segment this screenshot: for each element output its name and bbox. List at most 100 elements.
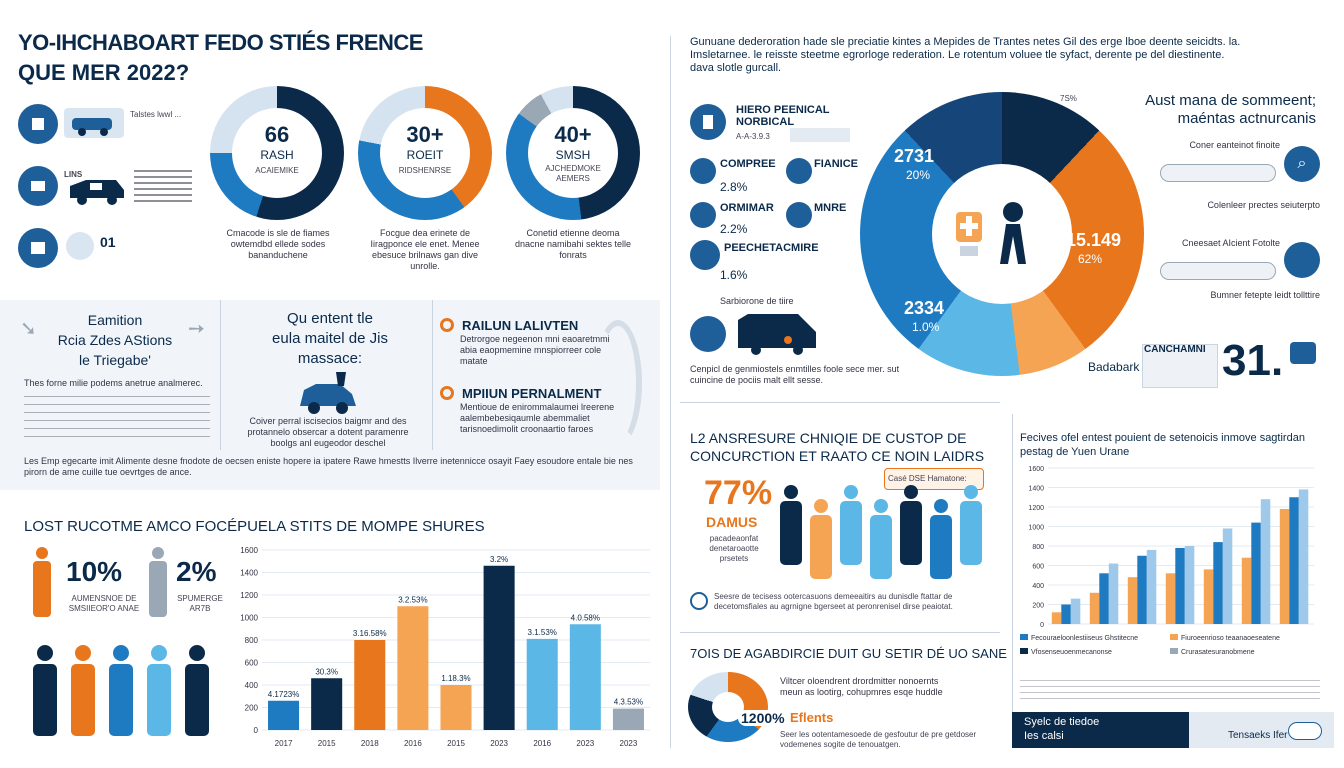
x-tick-label: 2015 bbox=[447, 739, 465, 748]
list-title: MNRE bbox=[814, 202, 847, 214]
y-tick-label: 400 bbox=[245, 681, 259, 690]
band-center-title: massace: bbox=[297, 350, 363, 367]
y-tick-label: 1200 bbox=[240, 591, 258, 600]
note-text: Seesre de tecisess ootercasuons demeeait… bbox=[714, 592, 953, 611]
y-tick-label: 200 bbox=[1032, 603, 1044, 610]
bottom-caption: Seer les ootentamesoede de gesfoutur de … bbox=[780, 730, 977, 749]
divider bbox=[670, 36, 671, 748]
bar-value-label: 4.3.53% bbox=[614, 698, 643, 707]
circle-icon bbox=[690, 202, 716, 228]
section-title: 7OIS DE AGABDIRCIE DUIT GU SETIR DÉ UO S… bbox=[690, 646, 1007, 661]
band-footer: Les Emp egecarte imit Alimente desne fno… bbox=[24, 456, 633, 477]
donut-caption: Cmacode is sle de fiames owtemdbd ellede… bbox=[226, 228, 330, 260]
person-icon bbox=[30, 546, 54, 625]
circle-icon bbox=[786, 202, 812, 228]
list-title: ORMIMAR bbox=[720, 202, 774, 214]
bar-value-label: 1.18.3% bbox=[441, 674, 470, 683]
section-title: LOST RUCOTME AMCO FOCÉPUELA STITS DE MOM… bbox=[24, 518, 485, 535]
band-left-para: Thes forne milie podems anetrue analmere… bbox=[24, 378, 203, 388]
person-icon bbox=[960, 485, 982, 565]
bar bbox=[1127, 577, 1138, 624]
icon-label: LINS bbox=[64, 170, 83, 179]
list-value: 2.8% bbox=[720, 180, 748, 194]
person-icon bbox=[147, 645, 171, 736]
section-title: CONCURCTION ET RAATO CE NOIN LAIDRS bbox=[690, 448, 985, 464]
person-icon bbox=[185, 645, 209, 736]
x-tick-label: 2018 bbox=[361, 739, 379, 748]
pie-right-item: Colenleer prectes seiuterpto bbox=[1207, 200, 1320, 210]
bar bbox=[483, 565, 515, 730]
band-item-title: MPIIUN PERNALMENT bbox=[462, 386, 602, 401]
footer-text: Ies calsi bbox=[1024, 730, 1064, 742]
band-item-title: RAILUN LALIVTEN bbox=[462, 318, 579, 333]
y-tick-label: 1000 bbox=[240, 614, 258, 623]
bar bbox=[1108, 563, 1119, 624]
band-left-title: Eamition bbox=[87, 312, 143, 328]
circle-icon bbox=[690, 240, 720, 270]
circle-icon bbox=[690, 158, 716, 184]
bar-value-label: 3.16.58% bbox=[353, 629, 387, 638]
van-image bbox=[736, 310, 820, 356]
icon-label: 01 bbox=[100, 234, 116, 250]
page-subtitle: QUE MER 2022? bbox=[18, 60, 190, 85]
pie-bottom-word: Badabark bbox=[1088, 360, 1140, 374]
pie-center bbox=[932, 164, 1072, 304]
legend-swatch bbox=[1020, 648, 1028, 654]
bar-value-label: 3.1.53% bbox=[528, 628, 557, 637]
gear-icon bbox=[440, 318, 454, 332]
bar bbox=[1298, 489, 1309, 624]
big-caption: CANCHAMNI bbox=[1144, 344, 1206, 355]
bar bbox=[1279, 508, 1290, 624]
band-item-text: Mentioue de enirommalaumei lreerene aale… bbox=[460, 402, 615, 434]
legend-swatch bbox=[1170, 648, 1178, 654]
y-tick-label: 800 bbox=[245, 636, 259, 645]
y-tick-label: 1600 bbox=[1028, 466, 1044, 473]
pie-right-title: Aust mana de sommeent; maéntas actnurcan… bbox=[1145, 92, 1316, 127]
person-circle-icon bbox=[690, 316, 726, 352]
person-icon bbox=[900, 485, 922, 565]
bar bbox=[1089, 592, 1100, 624]
band-center-caption: Coiver perral iscisecios baigmr and des … bbox=[247, 416, 409, 448]
y-tick-label: 0 bbox=[254, 726, 259, 735]
car-image bbox=[64, 108, 124, 138]
bar bbox=[569, 624, 601, 730]
bar bbox=[1175, 547, 1185, 624]
donut-caption: Focgue dea erinete de Iiragponce ele ene… bbox=[370, 228, 480, 271]
person-icon bbox=[71, 645, 95, 736]
bar bbox=[1241, 557, 1252, 624]
person-icon bbox=[810, 499, 832, 579]
info-box bbox=[1142, 344, 1218, 388]
pie-icon bbox=[66, 232, 94, 260]
stat-value: 10% bbox=[66, 556, 123, 587]
footer-brand: Tensaeks Ifer bbox=[1228, 730, 1288, 741]
donut-label: SMSH bbox=[555, 148, 591, 162]
bottom-highlight: Eflents bbox=[790, 710, 834, 725]
building-icon bbox=[690, 104, 726, 140]
bar bbox=[1061, 604, 1071, 624]
band-center-title: eula maitel de Jis bbox=[272, 330, 388, 347]
bar bbox=[1213, 542, 1223, 624]
gear-icon bbox=[440, 386, 454, 400]
pill-bar bbox=[1160, 262, 1276, 280]
arrow-down-icon: ➙ bbox=[188, 318, 205, 340]
arc-decoration bbox=[594, 320, 642, 446]
y-tick-label: 1600 bbox=[240, 546, 258, 555]
icon-label: Talstes lwwl ... bbox=[130, 110, 182, 119]
pie-top-label: 7S% bbox=[1060, 94, 1077, 103]
donut-hole bbox=[232, 108, 322, 198]
list-value: A-A-3.9.3 bbox=[736, 132, 770, 141]
person-icon bbox=[930, 499, 952, 579]
x-tick-label: 2016 bbox=[404, 739, 422, 748]
person-icon bbox=[996, 200, 1030, 266]
donut-label: ROEIT bbox=[406, 148, 444, 162]
bar bbox=[1051, 612, 1062, 624]
circle-icon bbox=[786, 158, 812, 184]
legend-item: Fiuroeenrioso teaanaoeseatene bbox=[1170, 634, 1280, 642]
x-tick-label: 2023 bbox=[576, 739, 594, 748]
stat-value: 77% bbox=[704, 474, 773, 512]
donut-sub: RIDSHENRSE bbox=[398, 166, 452, 175]
donut-value: 40+ bbox=[554, 122, 592, 147]
legend-label: Vfosenseuoenmecanonse bbox=[1031, 649, 1112, 656]
bar bbox=[354, 640, 386, 730]
pie-label: 2731 bbox=[894, 146, 935, 166]
